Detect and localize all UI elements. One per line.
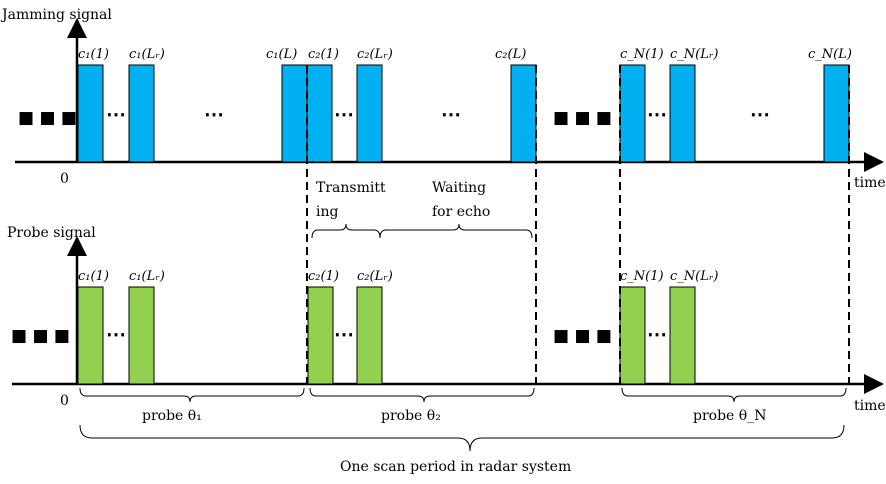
jamming-ellipsis: ⋯ bbox=[750, 102, 770, 126]
probe-title: Probe signal bbox=[7, 225, 96, 241]
jamming-pulse-label: c₁(L) bbox=[266, 47, 297, 62]
jamming-pulses bbox=[77, 64, 850, 163]
probe1-brace bbox=[79, 387, 305, 403]
jamming-pulse-label: c₂(1) bbox=[308, 47, 339, 62]
jamming-pulse-label: c₂(L) bbox=[495, 47, 526, 62]
probe2-label: probe θ₂ bbox=[381, 408, 441, 424]
probe-pulse-label: c₁(Lᵣ) bbox=[129, 269, 165, 284]
jamming-pulse-label: c_N(L) bbox=[808, 47, 852, 62]
jamming-ellipsis: ⋯ bbox=[334, 102, 354, 126]
jamming-pulse bbox=[306, 64, 333, 163]
jamming-big-ellipsis: ■ ■ ■ bbox=[553, 108, 612, 128]
probe-ellipsis: ⋯ bbox=[334, 322, 354, 346]
probe-pulse bbox=[128, 286, 155, 385]
waiting-label-cont: for echo bbox=[432, 204, 490, 220]
probe-time-label: time bbox=[854, 398, 886, 414]
jamming-ellipsis: ⋯ bbox=[441, 102, 461, 126]
probe1-label: probe θ₁ bbox=[142, 408, 202, 424]
probeN-brace bbox=[621, 387, 847, 403]
probe-pulse bbox=[307, 286, 334, 385]
probe-pulse-label: c₂(1) bbox=[308, 269, 339, 284]
braces bbox=[79, 223, 847, 452]
jamming-pulse bbox=[510, 64, 537, 163]
jamming-origin: 0 bbox=[60, 171, 69, 187]
probe-ellipsis: ⋯ bbox=[647, 322, 667, 346]
period-dividers bbox=[306, 65, 850, 384]
jamming-pulse bbox=[356, 64, 383, 163]
probe-ellipsis: ⋯ bbox=[106, 322, 126, 346]
probe-origin: 0 bbox=[60, 393, 69, 409]
jamming-pulse bbox=[619, 64, 646, 163]
jamming-title: Jamming signal bbox=[0, 7, 112, 23]
waiting-brace bbox=[379, 223, 533, 239]
transmitting-brace bbox=[311, 223, 381, 239]
jamming-ellipsis: ⋯ bbox=[204, 102, 224, 126]
probe-pulse-label: c_N(1) bbox=[620, 269, 664, 284]
scan-period-label: One scan period in radar system bbox=[340, 459, 571, 475]
scan-period-brace bbox=[79, 424, 845, 452]
jamming-ellipsis: ⋯ bbox=[647, 102, 667, 126]
jamming-pulse bbox=[281, 64, 308, 163]
waiting-label: Waiting bbox=[432, 180, 486, 196]
probe-pulse bbox=[669, 286, 696, 385]
jamming-pulse-label: c₁(1) bbox=[78, 47, 109, 62]
probe2-brace bbox=[309, 387, 535, 403]
jamming-pulse-label: c_N(1) bbox=[620, 47, 664, 62]
jamming-pulse bbox=[823, 64, 850, 163]
jamming-pulse bbox=[77, 64, 104, 163]
jamming-time-label: time bbox=[854, 175, 886, 191]
jamming-pulse-label: c₂(Lᵣ) bbox=[357, 47, 393, 62]
probe-pulse bbox=[619, 286, 646, 385]
probe-pulse bbox=[356, 286, 383, 385]
probeN-label: probe θ_N bbox=[693, 408, 766, 424]
jamming-pulse bbox=[128, 64, 155, 163]
jamming-big-ellipsis: ■ ■ ■ bbox=[18, 108, 77, 128]
probe-pulse-label: c_N(Lᵣ) bbox=[670, 269, 718, 284]
transmitting-label: Transmitt bbox=[316, 180, 386, 196]
probe-big-ellipsis: ■ ■ ■ bbox=[11, 326, 70, 346]
probe-pulse bbox=[77, 286, 104, 385]
jamming-ellipsis: ⋯ bbox=[106, 102, 126, 126]
probe-pulse-label: c₁(1) bbox=[78, 269, 109, 284]
probe-big-ellipsis: ■ ■ ■ bbox=[553, 326, 612, 346]
jamming-pulse-label: c₁(Lᵣ) bbox=[129, 47, 165, 62]
probe-pulses bbox=[77, 286, 696, 385]
jamming-pulse-label: c_N(Lᵣ) bbox=[670, 47, 718, 62]
transmitting-label-cont: ing bbox=[316, 204, 338, 220]
probe-pulse-label: c₂(Lᵣ) bbox=[357, 269, 393, 284]
jamming-pulse bbox=[669, 64, 696, 163]
